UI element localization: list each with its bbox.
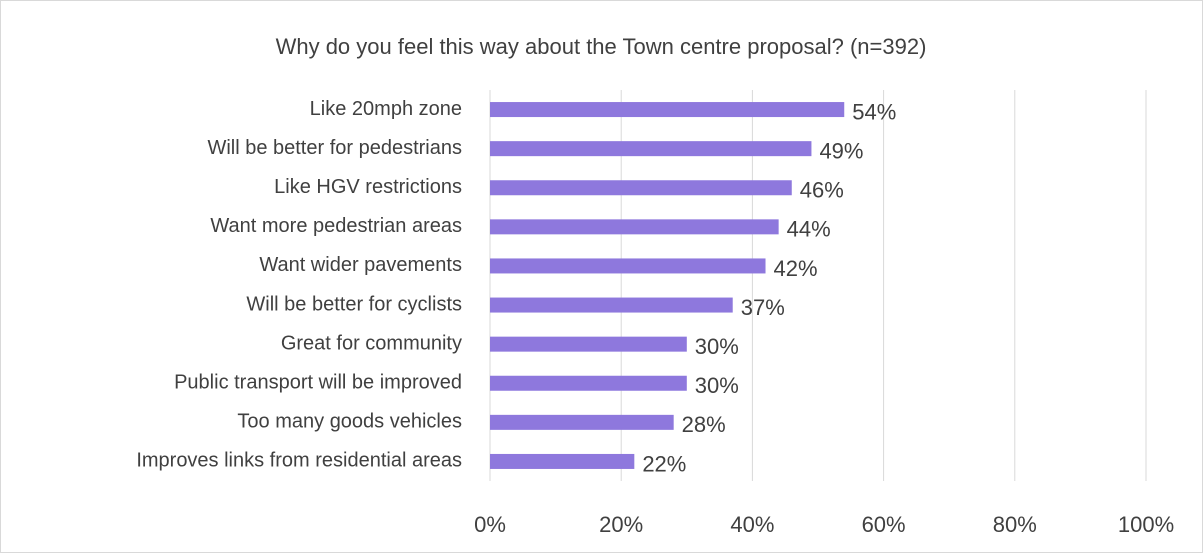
y-tick-label: Great for community: [281, 332, 462, 354]
y-tick-label: Public transport will be improved: [174, 372, 462, 394]
bar: [490, 414, 674, 430]
value-label: 30%: [695, 373, 739, 398]
bar: [490, 297, 733, 313]
y-tick-label: Improves links from residential areas: [136, 450, 462, 472]
y-tick-label: Will be better for pedestrians: [207, 137, 462, 159]
value-label: 37%: [741, 295, 785, 320]
x-tick-label: 100%: [1118, 512, 1174, 537]
y-tick-label: Want wider pavements: [259, 254, 462, 276]
y-tick-label: Like 20mph zone: [310, 98, 462, 120]
bar: [490, 102, 845, 118]
y-tick-label: Like HGV restrictions: [274, 176, 462, 198]
value-label: 49%: [819, 138, 863, 163]
bar: [490, 336, 687, 352]
bar: [490, 180, 792, 196]
y-tick-label: Too many goods vehicles: [237, 411, 462, 433]
value-label: 44%: [787, 217, 831, 242]
x-tick-label: 40%: [730, 512, 774, 537]
bar: [490, 141, 812, 157]
value-label: 30%: [695, 334, 739, 359]
value-label: 46%: [800, 178, 844, 203]
x-tick-label: 0%: [474, 512, 506, 537]
bar: [490, 375, 687, 391]
value-label: 28%: [682, 412, 726, 437]
value-label: 22%: [642, 451, 686, 476]
chart-title: Why do you feel this way about the Town …: [276, 34, 927, 59]
value-label: 54%: [852, 99, 896, 124]
bar: [490, 219, 779, 235]
x-tick-label: 20%: [599, 512, 643, 537]
x-tick-label: 80%: [993, 512, 1037, 537]
x-tick-label: 60%: [862, 512, 906, 537]
value-label: 42%: [774, 256, 818, 281]
y-tick-label: Will be better for cyclists: [246, 293, 462, 315]
bar: [490, 453, 635, 469]
y-tick-label: Want more pedestrian areas: [210, 215, 462, 237]
bar: [490, 258, 766, 274]
